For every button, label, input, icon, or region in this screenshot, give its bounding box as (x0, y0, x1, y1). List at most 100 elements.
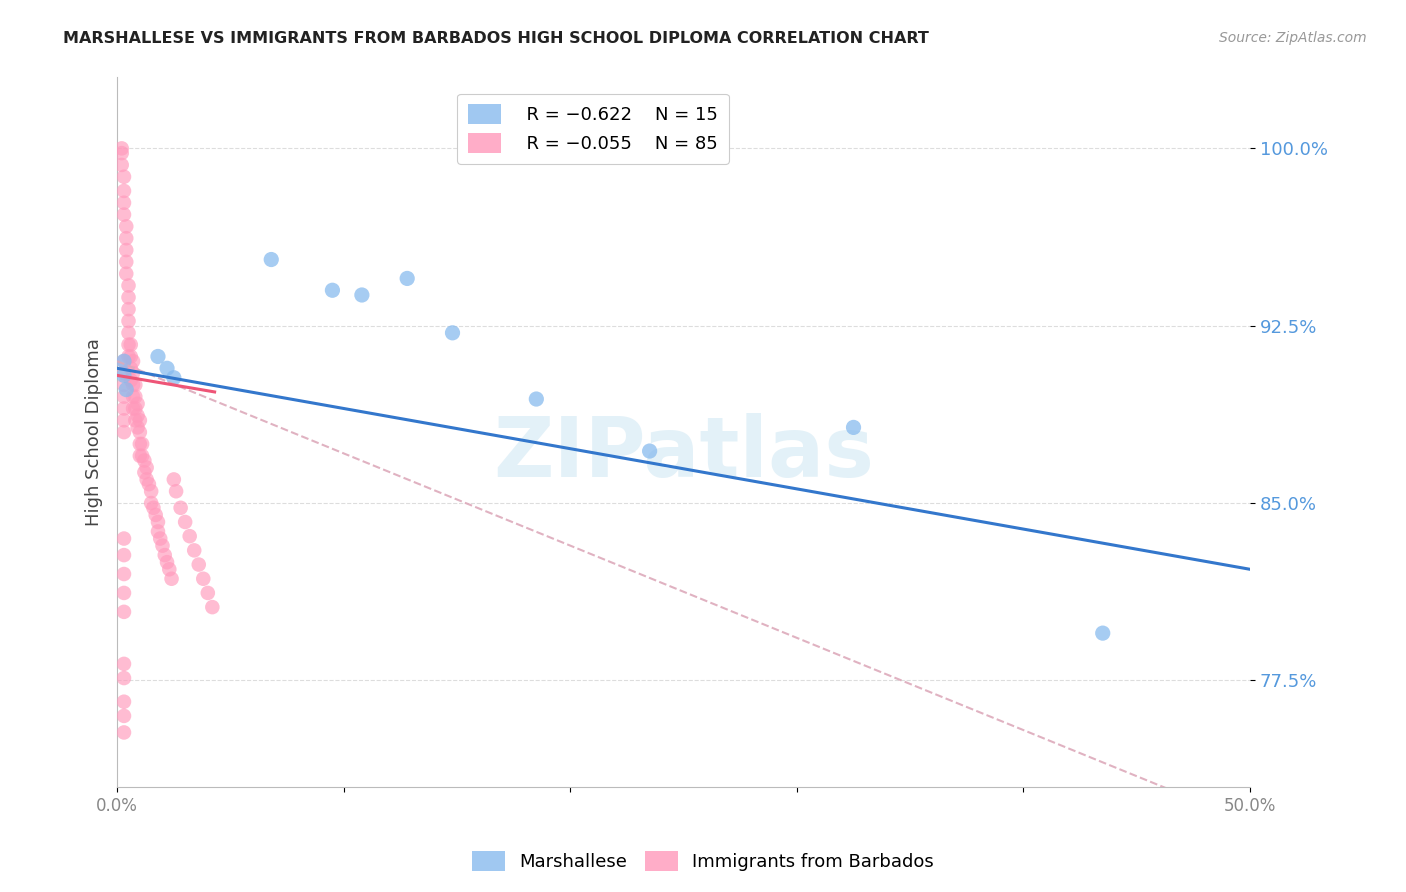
Point (120, 373, 142, 387)
Point (111, 158, 134, 172)
Legend:   R = −0.622    N = 15,   R = −0.055    N = 85: R = −0.622 N = 15, R = −0.055 N = 85 (457, 94, 728, 164)
Point (163, 370, 186, 384)
Point (115, 255, 138, 269)
Point (120, 361, 142, 376)
Point (112, 354, 135, 368)
Point (441, 326, 464, 340)
Point (131, 449, 153, 463)
Point (124, 401, 146, 416)
Point (128, 413, 150, 427)
Point (112, 390, 135, 404)
Point (141, 484, 163, 499)
Point (112, 413, 135, 427)
Point (138, 477, 160, 491)
Point (183, 543, 205, 558)
Point (124, 377, 146, 392)
Point (112, 377, 135, 392)
Point (111, 141, 134, 155)
Point (112, 725, 135, 739)
Point (1091, 626, 1114, 640)
Point (124, 390, 146, 404)
Point (350, 288, 373, 302)
Point (201, 600, 224, 615)
Point (122, 390, 145, 404)
Point (157, 562, 180, 576)
Point (146, 524, 169, 539)
Point (135, 472, 157, 486)
Point (842, 420, 865, 434)
Y-axis label: High School Diploma: High School Diploma (86, 338, 103, 526)
Point (127, 397, 149, 411)
Point (124, 413, 146, 427)
Point (112, 548, 135, 562)
Point (112, 366, 135, 380)
Point (122, 366, 145, 380)
Point (169, 500, 191, 515)
Text: MARSHALLESE VS IMMIGRANTS FROM BARBADOS HIGH SCHOOL DIPLOMA CORRELATION CHART: MARSHALLESE VS IMMIGRANTS FROM BARBADOS … (63, 31, 929, 46)
Point (115, 219, 138, 234)
Point (112, 401, 135, 416)
Point (115, 267, 138, 281)
Point (120, 337, 142, 351)
Point (127, 409, 149, 423)
Point (163, 472, 186, 486)
Point (128, 437, 150, 451)
Point (146, 350, 169, 364)
Point (165, 484, 187, 499)
Point (112, 208, 135, 222)
Point (111, 146, 134, 161)
Point (112, 195, 135, 210)
Point (115, 243, 138, 257)
Point (193, 572, 215, 586)
Point (112, 169, 135, 184)
Point (112, 567, 135, 582)
Point (122, 354, 145, 368)
Point (197, 586, 219, 600)
Point (117, 278, 139, 293)
Legend: Marshallese, Immigrants from Barbados: Marshallese, Immigrants from Barbados (465, 844, 941, 879)
Point (524, 392, 547, 406)
Point (115, 231, 138, 245)
Point (112, 532, 135, 546)
Point (117, 302, 139, 317)
Point (112, 184, 135, 198)
Point (117, 290, 139, 304)
Point (127, 420, 149, 434)
Point (174, 515, 197, 529)
Point (117, 337, 139, 351)
Point (134, 466, 156, 480)
Point (128, 425, 150, 439)
Point (179, 529, 201, 543)
Point (160, 572, 183, 586)
Point (153, 548, 176, 562)
Text: ZIPatlas: ZIPatlas (494, 413, 875, 494)
Point (112, 605, 135, 619)
Point (135, 460, 157, 475)
Point (112, 709, 135, 723)
Point (146, 515, 169, 529)
Point (112, 671, 135, 685)
Point (152, 539, 174, 553)
Point (120, 350, 142, 364)
Point (112, 695, 135, 709)
Point (112, 425, 135, 439)
Point (112, 657, 135, 671)
Point (117, 350, 139, 364)
Point (134, 453, 156, 467)
Point (122, 377, 145, 392)
Point (112, 586, 135, 600)
Point (156, 555, 179, 569)
Point (117, 314, 139, 328)
Point (260, 252, 283, 267)
Point (115, 383, 138, 397)
Point (187, 558, 209, 572)
Point (149, 532, 172, 546)
Point (156, 361, 179, 376)
Point (117, 326, 139, 340)
Point (145, 508, 167, 522)
Point (131, 437, 153, 451)
Point (122, 401, 145, 416)
Point (141, 496, 163, 510)
Point (128, 449, 150, 463)
Point (638, 444, 661, 458)
